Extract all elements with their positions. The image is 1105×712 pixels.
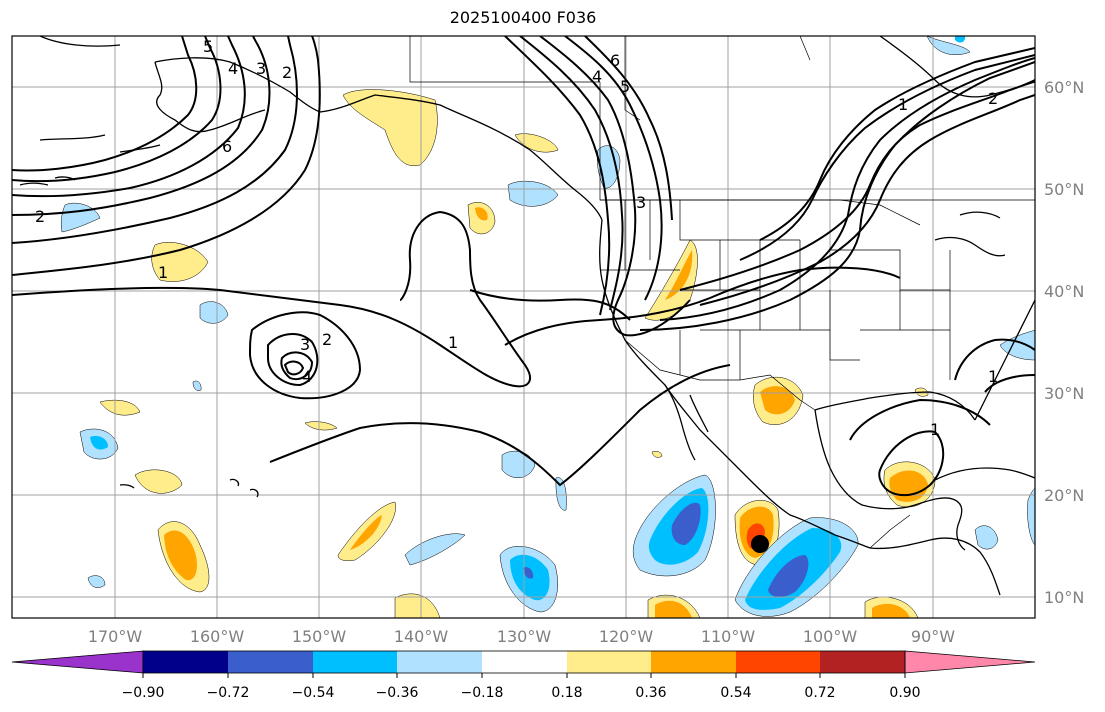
- contour-label: 2: [988, 89, 998, 108]
- colorbar-tick-label: 0.18: [551, 685, 582, 701]
- colorbar-segment: [567, 651, 651, 673]
- contour-label: 6: [610, 51, 620, 70]
- contour-label: 6: [222, 137, 232, 156]
- lat-label: 30°N: [1044, 384, 1084, 403]
- contour-label: 5: [203, 37, 213, 56]
- contour-label: 2: [282, 63, 292, 82]
- colorbar: −0.90 −0.72 −0.54 −0.36 −0.18 0.18 0.36 …: [11, 650, 1036, 701]
- contour-labels: 5 4 3 2 6 1 2 3 2 4 1 6 5 4 3 2 1 1 1: [35, 37, 998, 439]
- lat-label: 50°N: [1044, 180, 1084, 199]
- map-title: 2025100400 F036: [449, 8, 597, 27]
- lat-label: 40°N: [1044, 282, 1084, 301]
- contour-label: 1: [158, 263, 168, 282]
- colorbar-segment: [397, 651, 482, 673]
- lon-label: 170°W: [88, 627, 143, 646]
- lon-label: 150°W: [292, 627, 347, 646]
- contour-label: 3: [300, 335, 310, 354]
- contour-label: 1: [448, 333, 458, 352]
- colorbar-tick-label: 0.72: [804, 685, 835, 701]
- lon-label: 160°W: [190, 627, 245, 646]
- colorbar-segment: [820, 651, 905, 673]
- colorbar-segment: [313, 651, 397, 673]
- contour-label: 3: [256, 59, 266, 78]
- map-frame: [11, 35, 1036, 619]
- lat-label: 60°N: [1044, 78, 1084, 97]
- coastlines: [19, 36, 1035, 596]
- contour-label: 2: [35, 207, 45, 226]
- lon-label: 100°W: [803, 627, 858, 646]
- colorbar-tick-label: −0.90: [122, 685, 165, 701]
- contour-label: 4: [592, 67, 602, 86]
- lon-label: 110°W: [701, 627, 756, 646]
- colorbar-tick-label: −0.36: [376, 685, 419, 701]
- colorbar-tick-label: 0.54: [720, 685, 751, 701]
- colorbar-segment: [228, 651, 313, 673]
- colorbar-extend-low: [11, 650, 144, 674]
- contour-label: 1: [898, 95, 908, 114]
- colorbar-tick-label: −0.72: [207, 685, 250, 701]
- contour-label: 2: [322, 330, 332, 349]
- colorbar-segment: [736, 651, 820, 673]
- contour-lines: [12, 36, 1035, 497]
- anomaly-shading: [60, 36, 1035, 618]
- colorbar-tick-label: 0.90: [889, 685, 920, 701]
- storm-center-dot: [751, 535, 769, 553]
- colorbar-segment: [143, 651, 228, 673]
- contour-label: 3: [636, 193, 646, 212]
- lon-label: 120°W: [599, 627, 654, 646]
- contour-label: 4: [302, 367, 312, 386]
- colorbar-tick-label: −0.54: [292, 685, 335, 701]
- contour-label: 5: [620, 77, 630, 96]
- colorbar-tick-label: −0.18: [461, 685, 504, 701]
- colorbar-extend-high: [904, 650, 1036, 674]
- lon-label: 90°W: [911, 627, 955, 646]
- contour-label: 4: [228, 59, 238, 78]
- contour-label: 1: [988, 367, 998, 386]
- colorbar-segment: [651, 651, 736, 673]
- latitude-labels: 60°N 50°N 40°N 30°N 20°N 10°N: [1044, 78, 1084, 607]
- longitude-labels: 170°W 160°W 150°W 140°W 130°W 120°W 110°…: [88, 627, 955, 646]
- lat-label: 10°N: [1044, 588, 1084, 607]
- lon-label: 130°W: [497, 627, 552, 646]
- lat-label: 20°N: [1044, 486, 1084, 505]
- colorbar-segment: [482, 651, 567, 673]
- graticule: [12, 36, 1035, 618]
- lon-label: 140°W: [394, 627, 449, 646]
- colorbar-tick-label: 0.36: [635, 685, 666, 701]
- contour-label: 1: [930, 420, 940, 439]
